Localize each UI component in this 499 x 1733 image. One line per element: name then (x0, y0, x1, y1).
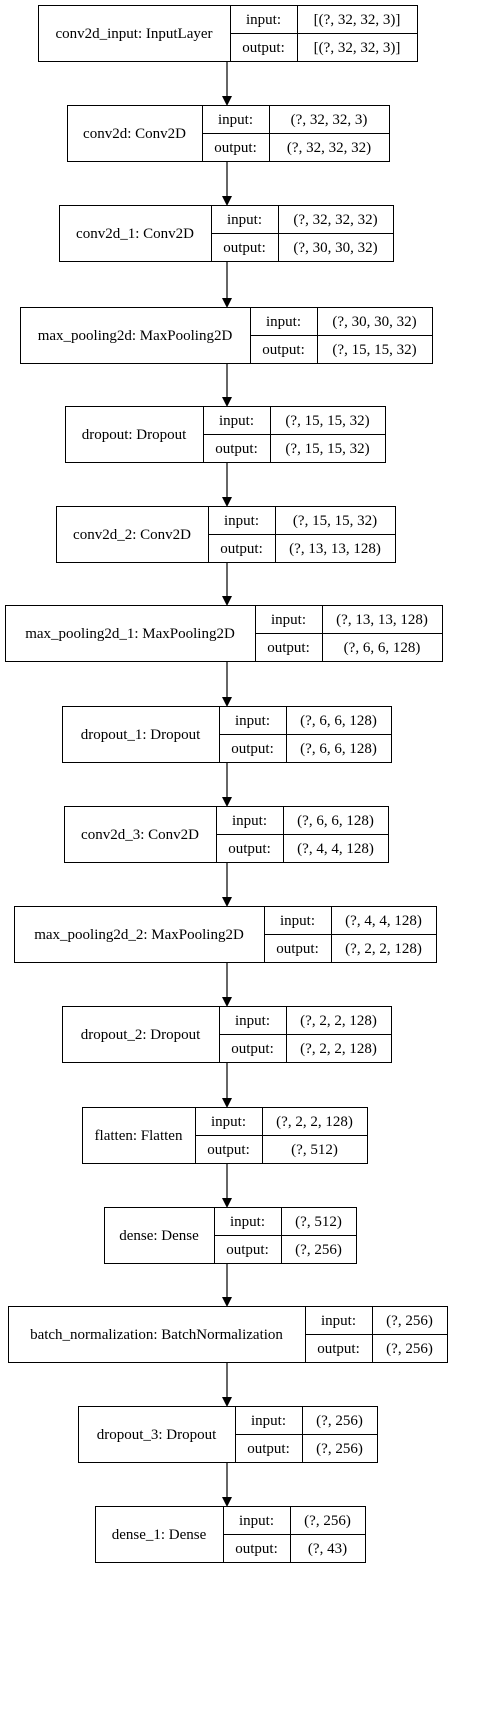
input-shape: (?, 6, 6, 128) (300, 713, 377, 729)
output-label: output: (242, 40, 285, 56)
input-shape: (?, 6, 6, 128) (297, 813, 374, 829)
layer-name: max_pooling2d_1: MaxPooling2D (25, 626, 235, 642)
input-shape: (?, 2, 2, 128) (276, 1114, 353, 1130)
layer-node: dropout: Dropout input: output: (?, 15, 15,… (65, 406, 386, 463)
output-label: output: (276, 941, 319, 957)
input-shape: (?, 2, 2, 128) (300, 1013, 377, 1029)
input-shape: (?, 256) (304, 1513, 351, 1529)
input-label: input: (251, 1413, 286, 1429)
output-label: output: (228, 841, 271, 857)
layer-node: dense_1: Dense input: output: (?, 256) (?, 4… (95, 1506, 366, 1563)
input-shape: (?, 32, 32, 32) (293, 212, 377, 228)
input-shape: (?, 512) (295, 1214, 342, 1230)
output-label: output: (215, 441, 258, 457)
layer-name: dense_1: Dense (112, 1527, 207, 1543)
output-label: output: (231, 741, 274, 757)
output-shape: (?, 6, 6, 128) (300, 741, 377, 757)
layer-name: dropout_2: Dropout (81, 1027, 201, 1043)
output-label: output: (220, 541, 263, 557)
output-shape: (?, 30, 30, 32) (293, 240, 377, 256)
output-label: output: (214, 140, 257, 156)
input-label: input: (227, 212, 262, 228)
input-label: input: (211, 1114, 246, 1130)
layer-name: max_pooling2d: MaxPooling2D (38, 328, 233, 344)
output-label: output: (226, 1242, 269, 1258)
input-shape: (?, 15, 15, 32) (293, 513, 377, 529)
layer-node: batch_normalization: BatchNormalization i… (8, 1306, 448, 1363)
layer-name: conv2d: Conv2D (83, 126, 186, 142)
layer-name: flatten: Flatten (95, 1128, 183, 1144)
layer-name: dropout_1: Dropout (81, 727, 201, 743)
output-shape: (?, 512) (291, 1142, 338, 1158)
input-shape: (?, 256) (386, 1313, 433, 1329)
output-label: output: (262, 342, 305, 358)
input-label: input: (224, 513, 259, 529)
output-label: output: (207, 1142, 250, 1158)
layer-name: dropout_3: Dropout (97, 1427, 217, 1443)
input-label: input: (235, 1013, 270, 1029)
layer-node: conv2d_2: Conv2D input: output: (?, 15, 15,… (56, 506, 396, 563)
output-label: output: (231, 1041, 274, 1057)
output-shape: (?, 256) (316, 1441, 363, 1457)
input-label: input: (239, 1513, 274, 1529)
input-label: input: (266, 314, 301, 330)
input-label: input: (230, 1214, 265, 1230)
output-shape: (?, 13, 13, 128) (289, 541, 381, 557)
output-label: output: (247, 1441, 290, 1457)
layer-name: dropout: Dropout (82, 427, 187, 443)
layer-name: conv2d_input: InputLayer (55, 26, 212, 42)
layer-name: dense: Dense (119, 1228, 199, 1244)
layer-name: conv2d_3: Conv2D (81, 827, 199, 843)
input-shape: (?, 13, 13, 128) (336, 612, 428, 628)
output-shape: (?, 43) (308, 1541, 347, 1557)
input-label: input: (219, 413, 254, 429)
input-label: input: (235, 713, 270, 729)
layer-name: max_pooling2d_2: MaxPooling2D (34, 927, 244, 943)
input-label: input: (232, 813, 267, 829)
input-shape: (?, 32, 32, 3) (291, 112, 368, 128)
layer-node: conv2d_input: InputLayer input: output: [(?… (38, 5, 418, 62)
output-shape: (?, 256) (295, 1242, 342, 1258)
layer-node: max_pooling2d_1: MaxPooling2D input: outpu… (5, 605, 443, 662)
layer-name: conv2d_2: Conv2D (73, 527, 191, 543)
input-label: input: (218, 112, 253, 128)
input-label: input: (280, 913, 315, 929)
output-shape: (?, 2, 2, 128) (300, 1041, 377, 1057)
layer-node: conv2d: Conv2D input: output: (?, 32, 32, 3… (67, 105, 390, 162)
output-label: output: (267, 640, 310, 656)
input-label: input: (321, 1313, 356, 1329)
input-shape: (?, 15, 15, 32) (285, 413, 369, 429)
input-shape: (?, 256) (316, 1413, 363, 1429)
layer-name: batch_normalization: BatchNormalization (30, 1327, 283, 1343)
layer-node: conv2d_1: Conv2D input: output: (?, 32, 32,… (59, 205, 394, 262)
output-shape: (?, 15, 15, 32) (285, 441, 369, 457)
output-shape: (?, 2, 2, 128) (345, 941, 422, 957)
layer-node: dropout_2: Dropout input: output: (?, 2, 2,… (62, 1006, 392, 1063)
output-label: output: (317, 1341, 360, 1357)
layer-node: dropout_1: Dropout input: output: (?, 6, 6,… (62, 706, 392, 763)
input-label: input: (271, 612, 306, 628)
output-label: output: (235, 1541, 278, 1557)
layer-name: conv2d_1: Conv2D (76, 226, 194, 242)
input-shape: (?, 4, 4, 128) (345, 913, 422, 929)
layer-node: dropout_3: Dropout input: output: (?, 256) (… (78, 1406, 378, 1463)
output-shape: (?, 6, 6, 128) (344, 640, 421, 656)
layer-node: flatten: Flatten input: output: (?, 2, 2, 1… (82, 1107, 368, 1164)
layer-node: conv2d_3: Conv2D input: output: (?, 6, 6, 1… (64, 806, 389, 863)
output-shape: (?, 15, 15, 32) (332, 342, 416, 358)
input-label: input: (246, 12, 281, 28)
layer-node: dense: Dense input: output: (?, 512) (?, 256… (104, 1207, 357, 1264)
output-label: output: (223, 240, 266, 256)
layer-node: max_pooling2d_2: MaxPooling2D input: outpu… (14, 906, 437, 963)
input-shape: (?, 30, 30, 32) (332, 314, 416, 330)
layer-node: max_pooling2d: MaxPooling2D input: output:… (20, 307, 433, 364)
output-shape: (?, 256) (386, 1341, 433, 1357)
output-shape: (?, 32, 32, 32) (287, 140, 371, 156)
output-shape: [(?, 32, 32, 3)] (314, 40, 401, 56)
output-shape: (?, 4, 4, 128) (297, 841, 374, 857)
input-shape: [(?, 32, 32, 3)] (314, 12, 401, 28)
